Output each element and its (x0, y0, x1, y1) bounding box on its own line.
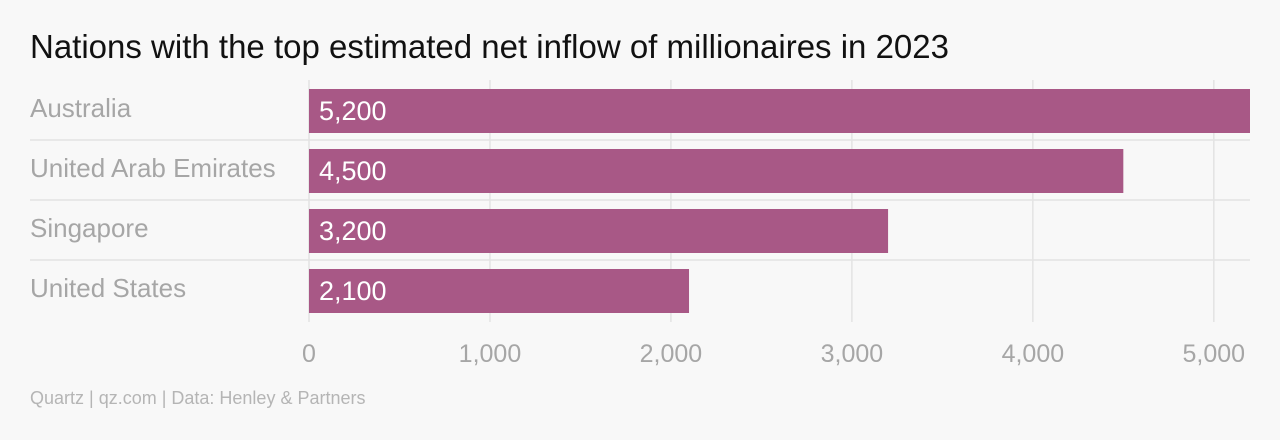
bar-1 (309, 149, 1124, 193)
category-label-0: Australia (30, 93, 132, 123)
bar-value-label-0: 5,200 (319, 96, 387, 126)
bar-2 (309, 209, 889, 253)
bar-value-label-3: 2,100 (319, 276, 387, 306)
x-tick-label-5: 5,000 (1183, 340, 1246, 368)
category-label-1: United Arab Emirates (30, 153, 276, 183)
chart-title: Nations with the top estimated net inflo… (30, 28, 949, 65)
bar-value-label-2: 3,200 (319, 216, 387, 246)
source-note: Quartz | qz.com | Data: Henley & Partner… (30, 388, 366, 408)
category-label-2: Singapore (30, 213, 149, 243)
x-tick-label-4: 4,000 (1002, 340, 1065, 368)
x-tick-label-3: 3,000 (821, 340, 884, 368)
bar-0 (309, 89, 1250, 133)
x-tick-label-0: 0 (302, 340, 316, 368)
x-tick-label-1: 1,000 (459, 340, 522, 368)
bar-value-label-1: 4,500 (319, 156, 387, 186)
category-label-3: United States (30, 273, 186, 303)
x-tick-label-2: 2,000 (640, 340, 703, 368)
bar-3 (309, 269, 690, 313)
